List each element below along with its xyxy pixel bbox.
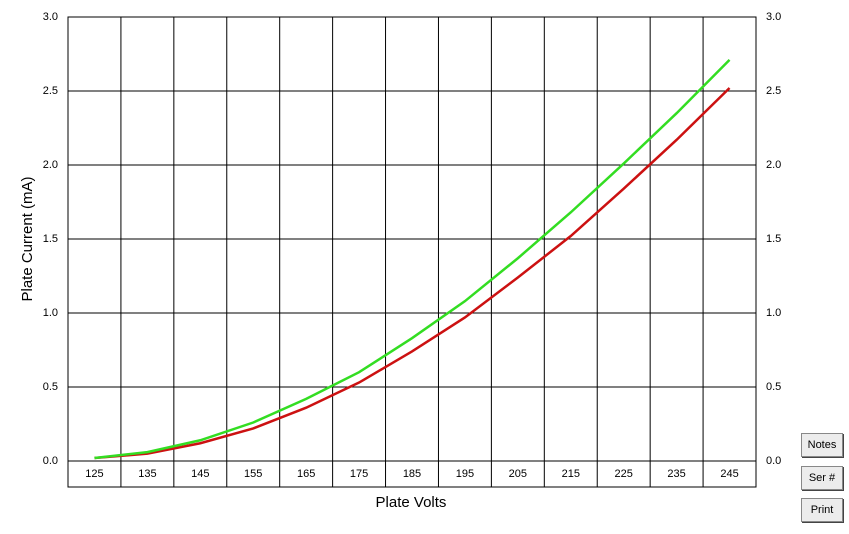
- y2-tick-label: 3.0: [766, 11, 781, 23]
- y2-tick-label: 1.5: [766, 233, 781, 245]
- x-tick-label: 205: [509, 468, 527, 480]
- serial-button[interactable]: Ser #: [801, 466, 843, 490]
- x-axis-label: Plate Volts: [376, 494, 447, 511]
- y-tick-label: 1.0: [43, 307, 58, 319]
- y2-tick-label: 0.0: [766, 455, 781, 467]
- y2-tick-label: 1.0: [766, 307, 781, 319]
- y2-tick-label: 2.5: [766, 85, 781, 97]
- series-line: [94, 59, 731, 460]
- x-tick-label: 235: [667, 468, 685, 480]
- x-tick-label: 215: [562, 468, 580, 480]
- y-axis-label: Plate Current (mA): [19, 176, 36, 301]
- x-tick-label: 195: [456, 468, 474, 480]
- y2-tick-label: 2.0: [766, 159, 781, 171]
- y-tick-label: 0.0: [43, 455, 58, 467]
- x-tick-label: 165: [297, 468, 315, 480]
- y-tick-label: 1.5: [43, 233, 58, 245]
- y2-tick-label: 0.5: [766, 381, 781, 393]
- y-tick-label: 0.5: [43, 381, 58, 393]
- series-line: [94, 87, 731, 460]
- x-tick-label: 135: [138, 468, 156, 480]
- x-tick-label: 175: [350, 468, 368, 480]
- y-tick-label: 3.0: [43, 11, 58, 23]
- y-tick-label: 2.5: [43, 85, 58, 97]
- x-tick-label: 245: [720, 468, 738, 480]
- x-tick-label: 155: [244, 468, 262, 480]
- x-tick-label: 185: [403, 468, 421, 480]
- x-tick-label: 225: [615, 468, 633, 480]
- x-tick-label: 125: [85, 468, 103, 480]
- x-tick-label: 145: [191, 468, 209, 480]
- chart: Plate Volts Plate Current (mA) 0.0 0.0 0.5…: [19, 11, 781, 511]
- print-button[interactable]: Print: [801, 498, 843, 522]
- notes-button[interactable]: Notes: [801, 433, 843, 457]
- y-tick-label: 2.0: [43, 159, 58, 171]
